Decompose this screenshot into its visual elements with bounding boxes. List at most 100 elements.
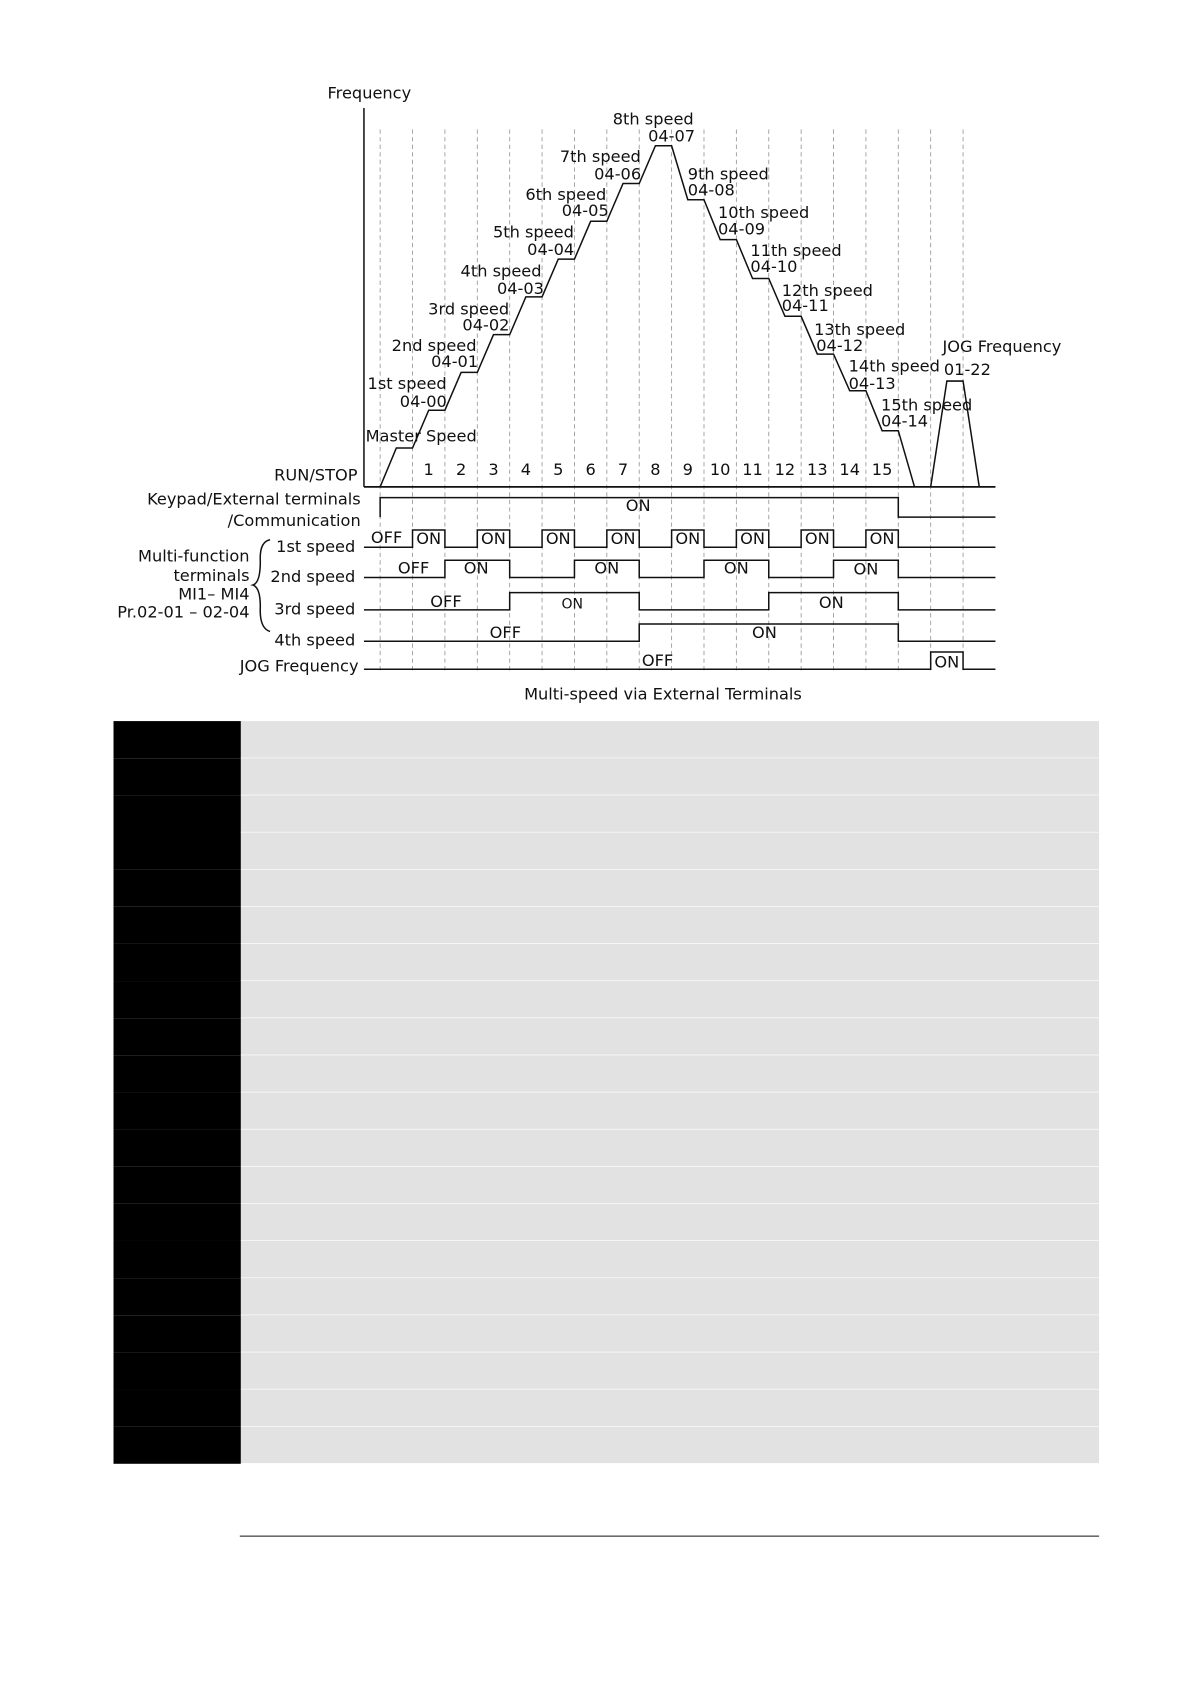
table-key-cell (113, 1092, 241, 1130)
table-value-cell (240, 832, 1100, 870)
table-key-cell (113, 1203, 241, 1241)
speed-label: 8th speed (613, 109, 694, 128)
table-key-cell (113, 869, 241, 907)
step-number: 10 (710, 460, 731, 479)
table-key-cell (113, 832, 241, 870)
table-value-cell (240, 721, 1100, 759)
step-number: 12 (775, 460, 796, 479)
keypad-wave (379, 496, 996, 518)
brace (250, 539, 271, 633)
terminal-state: OFF (490, 623, 521, 642)
table-value-cell (240, 1315, 1100, 1353)
table-value-cell (240, 1018, 1100, 1056)
step-number: 4 (521, 460, 531, 479)
table-key-cell (113, 1129, 241, 1167)
speed-param: 04-00 (400, 392, 447, 411)
terminal-state: ON (464, 558, 489, 577)
table-value-cell (240, 943, 1100, 982)
keypad-label: Keypad/External terminals (147, 489, 361, 508)
jog-profile (929, 380, 981, 487)
run-stop-label: RUN/STOP (274, 466, 358, 485)
y-axis-label: Frequency (328, 83, 412, 102)
multi-function-label: Multi-function (138, 547, 250, 566)
speed-param: 04-13 (849, 374, 896, 393)
table-value-cell (240, 1129, 1100, 1167)
terminal-label: 4th speed (274, 631, 355, 650)
table-value-cell (240, 795, 1100, 833)
terminal-wave (363, 529, 996, 549)
speed-label: 7th speed (560, 147, 641, 166)
parameter-table (113, 721, 1100, 1465)
step-number: 14 (839, 460, 860, 479)
table-value-cell (240, 906, 1100, 944)
speed-label: 1st speed (368, 374, 447, 393)
terminal-state: ON (724, 558, 749, 577)
jog-wave (363, 651, 996, 671)
terminal-state: ON (853, 559, 878, 578)
table-key-cell (113, 1352, 241, 1390)
table-value-cell (240, 1055, 1100, 1093)
table-key-cell (113, 1166, 241, 1204)
table-value-cell (240, 1166, 1100, 1204)
terminal-state: ON (752, 623, 777, 642)
multi-function-label: Pr.02-01 – 02-04 (117, 603, 249, 622)
terminal-state: OFF (398, 558, 429, 577)
speed-label: 3rd speed (428, 299, 509, 318)
step-number: 3 (488, 460, 498, 479)
table-value-cell (240, 981, 1100, 1019)
terminal-state: ON (740, 529, 765, 548)
table-key-cell (113, 1426, 241, 1464)
multi-function-label: terminals (173, 566, 249, 585)
speed-param: 04-04 (527, 240, 574, 259)
speed-param: 04-09 (718, 219, 765, 238)
table-value-cell (240, 1352, 1100, 1390)
table-key-cell (113, 758, 241, 796)
terminal-label: 2nd speed (270, 567, 355, 586)
table-key-cell (113, 1018, 241, 1056)
speed-param: 04-02 (462, 316, 509, 335)
jog-param: 01-22 (944, 360, 991, 379)
keypad-state: ON (626, 496, 651, 515)
terminal-state: OFF (430, 592, 461, 611)
table-value-cell (240, 1203, 1100, 1241)
step-number: 13 (807, 460, 828, 479)
table-value-cell (240, 1389, 1100, 1427)
speed-label: 14th speed (849, 357, 940, 376)
speed-label: 11th speed (750, 241, 841, 260)
terminal-state: ON (416, 529, 441, 548)
step-number: 8 (650, 460, 660, 479)
speed-param: 04-03 (497, 279, 544, 298)
step-number: 15 (872, 460, 893, 479)
table-key-cell (113, 795, 241, 833)
speed-label: 4th speed (461, 262, 542, 281)
step-number: 9 (683, 460, 693, 479)
jog-label: JOG Frequency (942, 337, 1062, 356)
step-number: 5 (553, 460, 563, 479)
jog-row-state: OFF (642, 651, 673, 670)
speed-label: 9th speed (688, 164, 769, 183)
table-value-cell (240, 1240, 1100, 1279)
table-key-cell (113, 1278, 241, 1316)
terminal-state: ON (819, 593, 844, 612)
terminal-state: ON (611, 529, 636, 548)
table-key-cell (113, 721, 241, 759)
frequency-profile (379, 144, 916, 488)
speed-label: 5th speed (493, 223, 574, 242)
jog-row-label: JOG Frequency (239, 657, 359, 676)
speed-label: 6th speed (525, 185, 606, 204)
terminal-state: ON (481, 529, 506, 548)
terminal-state: OFF (371, 528, 402, 547)
jog-row-state: ON (934, 652, 959, 671)
speed-param: 04-12 (816, 336, 863, 355)
speed-param: 04-10 (750, 257, 797, 276)
table-key-cell (113, 981, 241, 1019)
table-value-cell (240, 1426, 1100, 1464)
speed-param: 04-11 (782, 296, 829, 315)
table-value-cell (240, 1278, 1100, 1316)
table-key-cell (113, 1240, 241, 1279)
speed-param: 04-06 (594, 164, 641, 183)
table-key-cell (113, 1055, 241, 1093)
terminal-state: ON (562, 597, 584, 613)
